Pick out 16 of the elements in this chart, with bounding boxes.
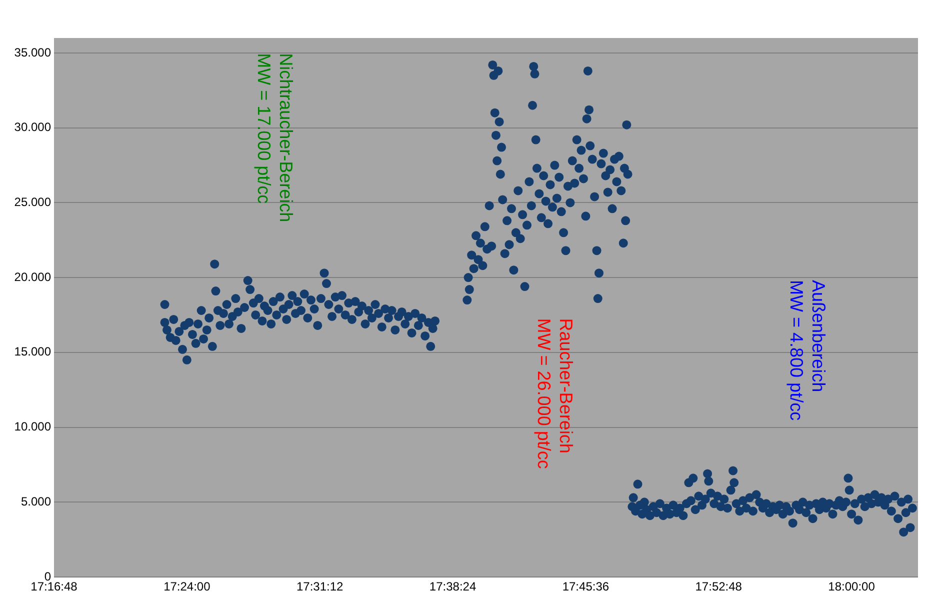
y-tick-label: 20.000 xyxy=(14,270,52,284)
x-tick-label: 17:31:12 xyxy=(296,580,344,594)
x-tick-label: 17:45:36 xyxy=(562,580,610,594)
y-tick-label: 30.000 xyxy=(14,120,52,134)
x-tick-label: 18:00:00 xyxy=(828,580,876,594)
x-tick-label: 17:24:00 xyxy=(164,580,211,594)
y-tick-label: 5.000 xyxy=(20,494,52,508)
y-tick-label: 15.000 xyxy=(14,344,52,359)
x-tick-label: 17:38:24 xyxy=(429,580,476,594)
y-tick-label: 10.000 xyxy=(14,420,52,434)
y-tick-label: 25.000 xyxy=(14,195,52,210)
x-tick-label: 17:52:48 xyxy=(695,580,742,594)
annotation: Nichtraucher-Bereich MW = 17.000 pt/cc xyxy=(254,53,296,222)
y-tick-label: 35.000 xyxy=(14,45,52,60)
annotation: Raucher-Bereich MW = 26.000 pt/cc xyxy=(534,318,576,469)
annotation: Außenbereich MW = 4.800 pt/cc xyxy=(786,280,828,421)
